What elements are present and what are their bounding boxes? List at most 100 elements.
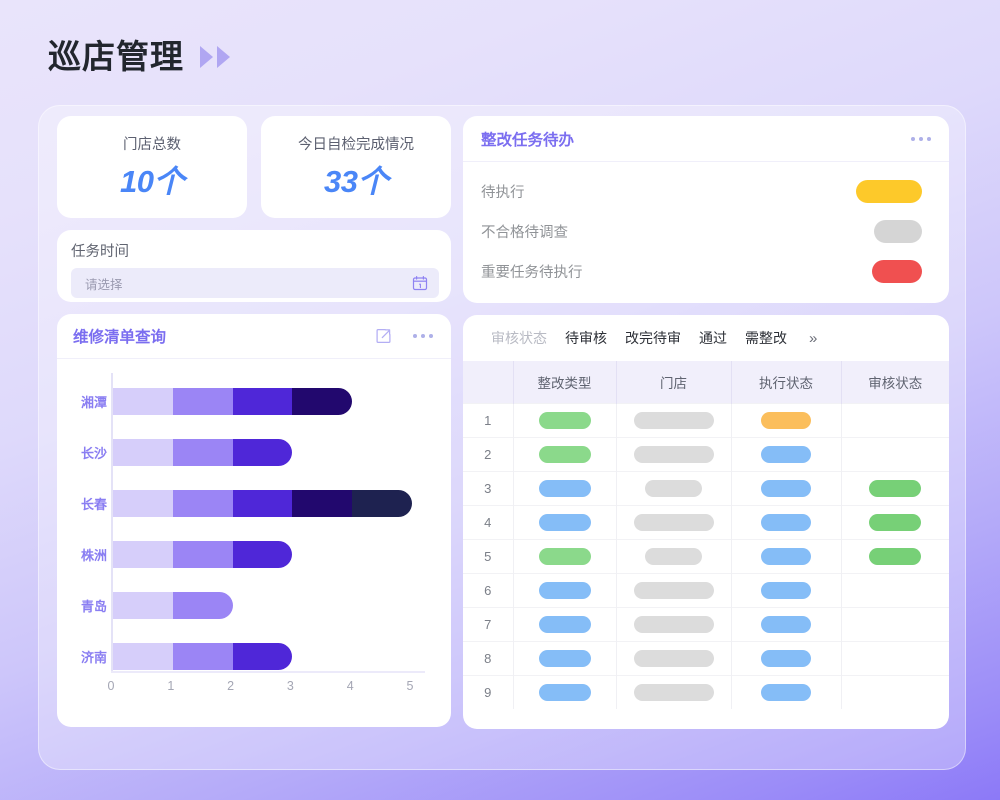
filter-overflow-icon[interactable]: » — [809, 329, 818, 347]
table-cell-exec — [730, 470, 841, 505]
table-row-index: 4 — [463, 504, 513, 539]
chart-bar[interactable] — [113, 642, 293, 670]
chart-bar[interactable] — [113, 591, 233, 619]
todo-item-label: 重要任务待执行 — [481, 264, 583, 281]
chart-bar-row: 长沙 — [81, 431, 425, 473]
chart-bar-segment — [172, 591, 233, 619]
cell-status-pill — [761, 649, 811, 667]
chart-bar[interactable] — [113, 387, 353, 415]
chart-bar-row: 长春 — [81, 482, 425, 524]
filter-tab[interactable]: 改完待审 — [625, 330, 681, 346]
chart-bar[interactable] — [113, 489, 412, 517]
chart-card-header: 维修清单查询 — [57, 314, 451, 359]
cell-status-pill — [869, 479, 922, 497]
repair-list-chart-card: 维修清单查询 — [57, 314, 451, 727]
table-cell-exec — [730, 436, 841, 471]
chart-bar[interactable] — [113, 540, 293, 568]
table-cell-audit — [840, 538, 949, 573]
cell-status-pill — [761, 445, 811, 463]
cell-status-pill — [538, 649, 591, 667]
filter-group-label: 审核状态 — [491, 330, 547, 346]
table-col-header: 门店 — [615, 361, 731, 403]
chart-bar-segment — [172, 489, 233, 517]
chart-bar-segment — [352, 489, 412, 517]
share-export-icon[interactable] — [375, 327, 393, 345]
chart-bar-row: 株洲 — [81, 533, 425, 575]
cell-status-pill — [633, 649, 714, 667]
table-cell-audit — [840, 674, 949, 709]
more-dots-icon[interactable] — [911, 136, 931, 141]
todo-card-header: 整改任务待办 — [463, 116, 949, 162]
table-row[interactable]: 3 — [463, 470, 949, 505]
table-row[interactable]: 1 — [463, 402, 949, 437]
table-row-index: 6 — [463, 572, 513, 607]
todo-list: 待执行不合格待调查 重要任务待执行 — [463, 162, 949, 291]
page-title: 巡店管理 — [48, 38, 184, 75]
cell-status-pill — [538, 411, 591, 429]
table-cell-store — [615, 436, 731, 471]
chart-x-tick: 3 — [286, 679, 294, 693]
todo-item-bar — [874, 219, 922, 243]
table-cell-exec — [730, 504, 841, 539]
table-cell-type — [512, 436, 616, 471]
left-column: 门店总数 10个 今日自检完成情况 33个 任务时间 请选择 — [57, 116, 451, 727]
table-cell-store — [615, 640, 731, 675]
task-time-card: 任务时间 请选择 — [57, 230, 451, 302]
table-cell-type — [512, 572, 616, 607]
calendar-icon[interactable] — [412, 275, 428, 291]
table-row[interactable]: 2 — [463, 436, 949, 471]
chart-bar-row: 青岛 — [81, 584, 425, 626]
todo-item-bar — [872, 259, 922, 283]
page-header: 巡店管理 — [48, 30, 230, 78]
cell-status-pill — [633, 615, 714, 633]
stat-value: 10个 — [120, 164, 184, 199]
table-cell-type — [512, 538, 616, 573]
chart-title: 维修清单查询 — [73, 329, 167, 346]
cell-status-pill — [633, 411, 714, 429]
task-time-input[interactable]: 请选择 — [71, 268, 439, 298]
table-cell-type — [512, 640, 616, 675]
cell-status-pill — [538, 547, 591, 565]
cell-status-pill — [645, 547, 702, 565]
todo-item[interactable]: 不合格待调查 — [463, 211, 949, 251]
filter-tab[interactable]: 需整改 — [745, 330, 787, 346]
table-row[interactable]: 6 — [463, 572, 949, 607]
audit-status-filter-bar: 审核状态 待审核 改完待审 通过 需整改 » — [463, 315, 949, 361]
todo-item[interactable]: 待执行 — [463, 171, 949, 211]
chart-bar-segment — [172, 387, 233, 415]
table-cell-exec — [730, 606, 841, 641]
table-cell-exec — [730, 402, 841, 437]
table-cell-exec — [730, 640, 841, 675]
chart-bar-segment — [292, 489, 353, 517]
todo-item[interactable]: 重要任务待执行 — [463, 251, 949, 291]
table-row[interactable]: 4 — [463, 504, 949, 539]
chart-bar-segment — [232, 489, 293, 517]
cell-status-pill — [538, 615, 591, 633]
table-row[interactable]: 5 — [463, 538, 949, 573]
table-cell-type — [512, 674, 616, 709]
table-row-index: 7 — [463, 606, 513, 641]
chart-bar-rows: 湘潭 长沙 长春 株洲 青岛 济南 — [81, 373, 425, 671]
table-row-index: 8 — [463, 640, 513, 675]
cell-status-pill — [869, 513, 922, 531]
table-head: 整改类型 门店 执行状态 审核状态 — [463, 361, 949, 403]
table-cell-store — [615, 572, 731, 607]
table-cell-type — [512, 402, 616, 437]
filter-tab[interactable]: 通过 — [699, 330, 727, 346]
todo-item-label: 不合格待调查 — [481, 224, 568, 241]
more-dots-icon[interactable] — [413, 334, 433, 338]
stat-card-store-total: 门店总数 10个 — [57, 116, 247, 218]
chart-bar[interactable] — [113, 438, 293, 466]
filter-tab[interactable]: 待审核 — [565, 330, 607, 346]
stat-cards-row: 门店总数 10个 今日自检完成情况 33个 — [57, 116, 451, 218]
table-cell-audit — [840, 640, 949, 675]
table-row[interactable]: 7 — [463, 606, 949, 641]
chart-bar-segment — [232, 387, 293, 415]
stat-value: 33个 — [324, 164, 388, 199]
table-row[interactable]: 8 — [463, 640, 949, 675]
table-row[interactable]: 9 — [463, 674, 949, 709]
chart-bar-segment — [113, 642, 173, 670]
chart-category-label: 湘潭 — [80, 394, 107, 410]
